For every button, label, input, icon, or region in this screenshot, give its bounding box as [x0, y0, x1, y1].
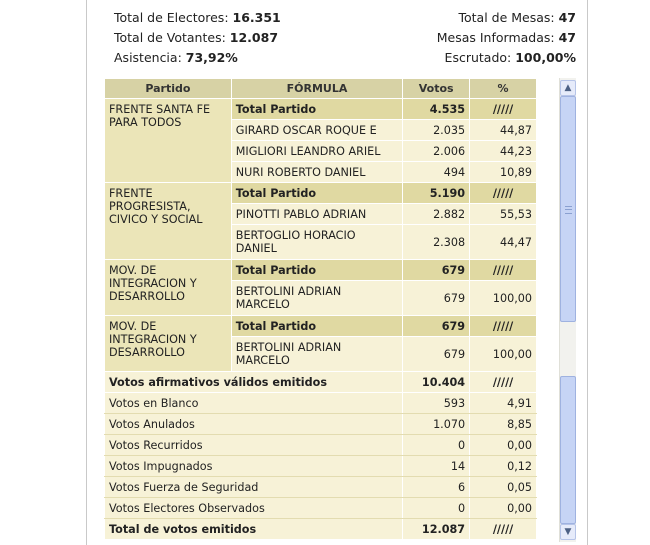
candidate-pct: 100,00 — [470, 337, 537, 372]
party-name: FRENTE SANTA FE PARA TODOS — [105, 99, 232, 183]
candidate-votos: 679 — [403, 337, 470, 372]
special-label: Votos Electores Observados — [105, 498, 403, 519]
total-partido-label: Total Partido — [231, 99, 402, 120]
afirmativos-votos: 10.404 — [403, 372, 470, 393]
table-row-total-emitidos: Total de votos emitidos 12.087 ///// — [105, 519, 537, 540]
table-row: Votos Recurridos 0 0,00 — [105, 435, 537, 456]
total-emitidos-pct: ///// — [470, 519, 537, 540]
special-votos: 0 — [403, 435, 470, 456]
mesas-informadas: Mesas Informadas: 47 — [437, 28, 576, 48]
candidate-name: NURI ROBERTO DANIEL — [231, 162, 402, 183]
special-votos: 14 — [403, 456, 470, 477]
candidate-pct: 55,53 — [470, 204, 537, 225]
candidate-name: PINOTTI PABLO ADRIAN — [231, 204, 402, 225]
candidate-votos: 2.035 — [403, 120, 470, 141]
candidate-name: BERTOGLIO HORACIO DANIEL — [231, 225, 402, 260]
candidate-votos: 679 — [403, 281, 470, 316]
table-row: MOV. DE INTEGRACION Y DESARROLLO Total P… — [105, 260, 537, 281]
scroll-up-button[interactable]: ▲ — [560, 80, 576, 96]
total-partido-votos: 4.535 — [403, 99, 470, 120]
total-partido-label: Total Partido — [231, 316, 402, 337]
total-partido-votos: 5.190 — [403, 183, 470, 204]
candidate-name: BERTOLINI ADRIAN MARCELO — [231, 281, 402, 316]
header-partido: Partido — [105, 79, 232, 99]
asistencia: Asistencia: 73,92% — [114, 48, 238, 68]
candidate-pct: 44,23 — [470, 141, 537, 162]
special-pct: 4,91 — [470, 393, 537, 414]
special-label: Votos Impugnados — [105, 456, 403, 477]
header-pct: % — [470, 79, 537, 99]
escrutado: Escrutado: 100,00% — [445, 48, 576, 68]
special-label: Votos Anulados — [105, 414, 403, 435]
special-label: Votos Fuerza de Seguridad — [105, 477, 403, 498]
special-pct: 8,85 — [470, 414, 537, 435]
special-votos: 6 — [403, 477, 470, 498]
special-votos: 1.070 — [403, 414, 470, 435]
total-votantes: Total de Votantes: 12.087 — [114, 28, 278, 48]
special-pct: 0,00 — [470, 498, 537, 519]
party-name: MOV. DE INTEGRACION Y DESARROLLO — [105, 260, 232, 316]
candidate-name: GIRARD OSCAR ROQUE E — [231, 120, 402, 141]
total-mesas: Total de Mesas: 47 — [458, 8, 576, 28]
table-row-afirmativos: Votos afirmativos válidos emitidos 10.40… — [105, 372, 537, 393]
special-label: Votos en Blanco — [105, 393, 403, 414]
table-row: Votos Impugnados 14 0,12 — [105, 456, 537, 477]
special-votos: 0 — [403, 498, 470, 519]
candidate-pct: 10,89 — [470, 162, 537, 183]
table-row: Votos en Blanco 593 4,91 — [105, 393, 537, 414]
candidate-name: BERTOLINI ADRIAN MARCELO — [231, 337, 402, 372]
candidate-name: MIGLIORI LEANDRO ARIEL — [231, 141, 402, 162]
total-partido-label: Total Partido — [231, 183, 402, 204]
total-partido-pct: ///// — [470, 183, 537, 204]
total-emitidos-votos: 12.087 — [403, 519, 470, 540]
scrollbar-thumb-lower[interactable] — [560, 376, 576, 524]
candidate-pct: 44,87 — [470, 120, 537, 141]
candidate-votos: 2.882 — [403, 204, 470, 225]
total-partido-pct: ///// — [470, 99, 537, 120]
table-row: FRENTE PROGRESISTA, CIVICO Y SOCIAL Tota… — [105, 183, 537, 204]
table-header-row: Partido FÓRMULA Votos % — [105, 79, 537, 99]
vertical-scrollbar[interactable]: ▲ ▼ — [559, 78, 576, 542]
total-emitidos-label: Total de votos emitidos — [105, 519, 403, 540]
afirmativos-pct: ///// — [470, 372, 537, 393]
special-pct: 0,12 — [470, 456, 537, 477]
table-row: Votos Electores Observados 0 0,00 — [105, 498, 537, 519]
candidate-votos: 494 — [403, 162, 470, 183]
results-table-viewport[interactable]: Partido FÓRMULA Votos % FRENTE SANTA FE … — [104, 78, 537, 542]
table-row: FRENTE SANTA FE PARA TODOS Total Partido… — [105, 99, 537, 120]
total-partido-votos: 679 — [403, 316, 470, 337]
table-row: MOV. DE INTEGRACION Y DESARROLLO Total P… — [105, 316, 537, 337]
header-formula: FÓRMULA — [231, 79, 402, 99]
total-electores: Total de Electores: 16.351 — [114, 8, 281, 28]
table-row: Votos Anulados 1.070 8,85 — [105, 414, 537, 435]
candidate-pct: 100,00 — [470, 281, 537, 316]
party-name: MOV. DE INTEGRACION Y DESARROLLO — [105, 316, 232, 372]
afirmativos-label: Votos afirmativos válidos emitidos — [105, 372, 403, 393]
results-table: Partido FÓRMULA Votos % FRENTE SANTA FE … — [104, 78, 537, 540]
header-votos: Votos — [403, 79, 470, 99]
table-row: Votos Fuerza de Seguridad 6 0,05 — [105, 477, 537, 498]
grip-icon — [565, 206, 572, 214]
special-pct: 0,00 — [470, 435, 537, 456]
party-name: FRENTE PROGRESISTA, CIVICO Y SOCIAL — [105, 183, 232, 260]
candidate-pct: 44,47 — [470, 225, 537, 260]
total-partido-label: Total Partido — [231, 260, 402, 281]
candidate-votos: 2.006 — [403, 141, 470, 162]
chevron-up-icon: ▲ — [565, 83, 572, 93]
candidate-votos: 2.308 — [403, 225, 470, 260]
special-label: Votos Recurridos — [105, 435, 403, 456]
scrollbar-thumb-upper[interactable] — [560, 96, 576, 322]
special-pct: 0,05 — [470, 477, 537, 498]
scroll-down-button[interactable]: ▼ — [560, 524, 576, 540]
summary-panel: Total de Electores: 16.351 Total de Mesa… — [114, 8, 576, 68]
total-partido-pct: ///// — [470, 260, 537, 281]
total-partido-pct: ///// — [470, 316, 537, 337]
chevron-down-icon: ▼ — [565, 527, 572, 537]
total-partido-votos: 679 — [403, 260, 470, 281]
special-votos: 593 — [403, 393, 470, 414]
